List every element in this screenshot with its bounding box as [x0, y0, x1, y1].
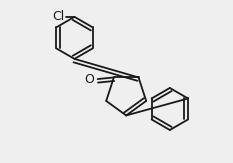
Text: Cl: Cl [52, 10, 65, 23]
Text: O: O [84, 73, 94, 86]
